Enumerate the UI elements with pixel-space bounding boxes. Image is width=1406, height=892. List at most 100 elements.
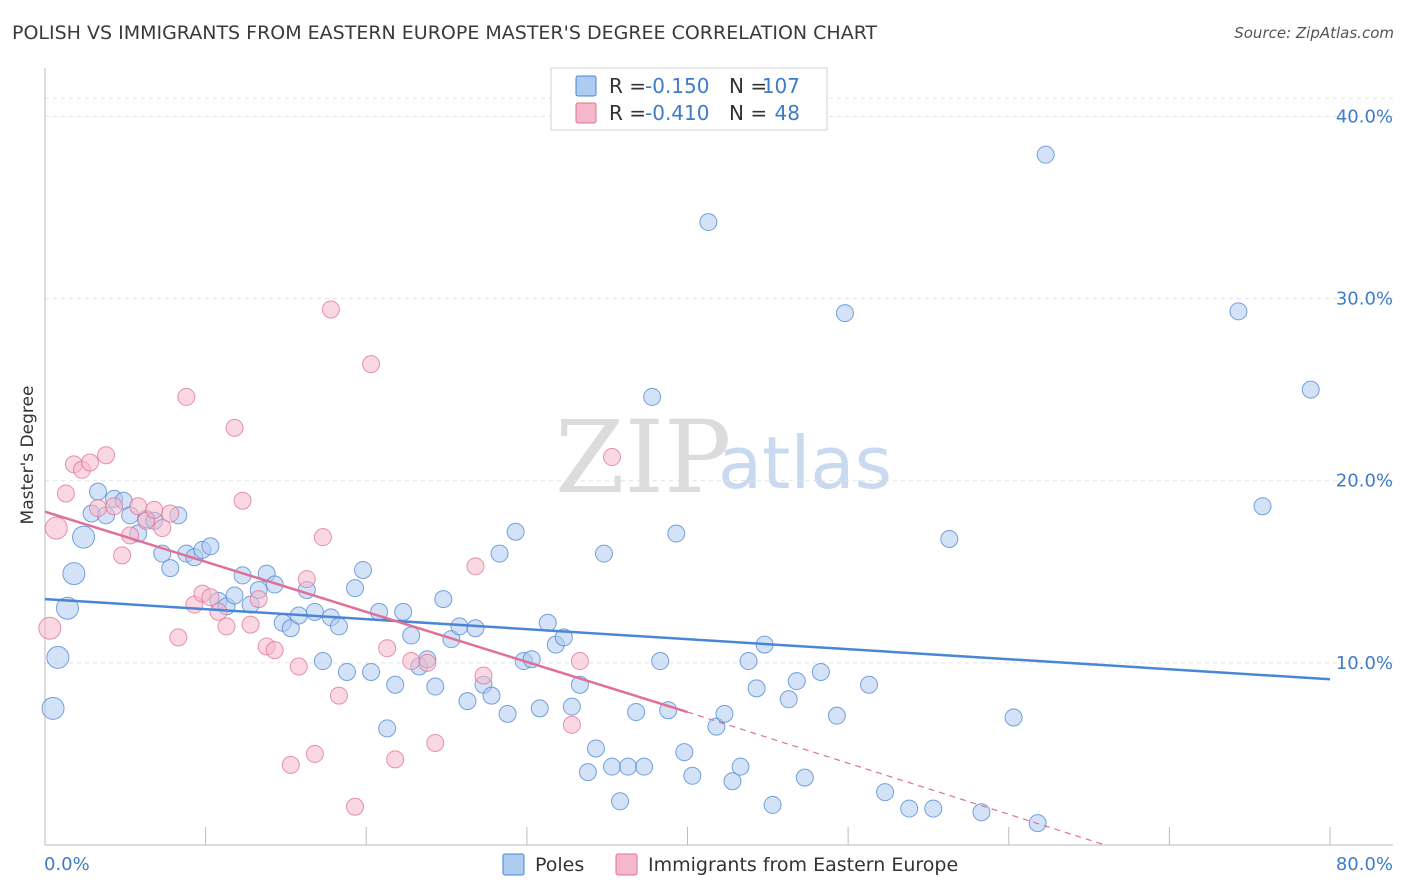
point-poles [378, 719, 397, 738]
point-poles [667, 524, 686, 543]
point-immigrants [297, 570, 316, 589]
y-axis-title: Master's Degree [18, 386, 38, 525]
point-poles [434, 590, 453, 609]
point-poles [337, 662, 356, 681]
point-poles [795, 768, 814, 787]
point-poles [281, 619, 300, 638]
point-poles [386, 675, 405, 694]
point-poles [201, 537, 220, 556]
point-immigrants [402, 652, 421, 671]
point-poles [161, 559, 180, 578]
point-immigrants [321, 300, 340, 319]
point-poles [522, 650, 541, 669]
point-poles [41, 696, 65, 720]
point-poles [876, 783, 895, 802]
point-immigrants [44, 516, 68, 540]
legend-swatch-immigrants [575, 102, 597, 124]
y-tick-label: 40.0% [1336, 106, 1393, 127]
point-poles [1229, 302, 1248, 321]
point-immigrants [209, 602, 228, 621]
point-poles [89, 482, 108, 501]
point-poles [835, 304, 854, 323]
point-poles [458, 692, 477, 711]
point-poles [482, 686, 501, 705]
point-poles [1301, 380, 1320, 399]
point-poles [619, 757, 638, 776]
point-poles [578, 763, 597, 782]
bottom-legend: Poles Immigrants from Eastern Europe [502, 853, 958, 876]
point-poles [643, 387, 662, 406]
point-poles [490, 544, 509, 563]
point-poles [611, 792, 630, 811]
legend: R = -0.150 N = 107 R = -0.410 N = 48 [550, 67, 828, 131]
point-poles [675, 743, 694, 762]
point-immigrants [603, 448, 622, 467]
point-immigrants [362, 355, 381, 374]
point-immigrants [217, 617, 236, 636]
point-immigrants [570, 652, 589, 671]
point-immigrants [305, 744, 324, 763]
legend-n-value-1: 107 [762, 74, 800, 98]
point-poles [354, 560, 373, 579]
point-poles [554, 628, 573, 647]
point-immigrants [474, 666, 493, 685]
point-poles [346, 579, 365, 598]
legend-n-label-1: N = [729, 74, 767, 98]
point-poles [305, 602, 324, 621]
point-poles [827, 706, 846, 725]
point-poles [46, 645, 70, 669]
y-tick-label: 10.0% [1336, 653, 1393, 674]
point-immigrants [281, 755, 300, 774]
point-poles [1004, 708, 1023, 727]
point-poles [426, 677, 445, 696]
point-immigrants [201, 588, 220, 607]
point-immigrants [386, 750, 405, 769]
point-poles [538, 613, 557, 632]
point-immigrants [562, 715, 581, 734]
x-tick-label-max: 80.0% [1336, 854, 1393, 875]
point-poles [627, 703, 646, 722]
point-poles [940, 530, 959, 548]
point-poles [466, 619, 485, 638]
chart-title: POLISH VS IMMIGRANTS FROM EASTERN EUROPE… [12, 22, 878, 44]
point-poles [715, 704, 734, 723]
point-immigrants [249, 590, 268, 609]
point-poles [562, 697, 581, 716]
point-poles [62, 562, 86, 586]
point-poles [225, 586, 244, 605]
legend-r-label-2: R = [609, 101, 646, 125]
bottom-legend-swatch-immigrants [615, 853, 638, 876]
point-poles [747, 679, 766, 698]
watermark-zip: ZIP [555, 399, 731, 516]
point-immigrants [89, 499, 108, 518]
x-tick-label-min: 0.0% [44, 854, 90, 875]
point-poles [394, 602, 413, 621]
point-poles [498, 704, 517, 723]
point-poles [723, 772, 742, 791]
point-immigrants [329, 686, 348, 705]
point-poles [55, 596, 79, 620]
legend-r-label-1: R = [609, 74, 646, 98]
point-immigrants [378, 639, 397, 658]
legend-r-value-2: -0.410 [645, 101, 709, 125]
scatter-points [38, 145, 1320, 833]
bottom-legend-label-poles: Poles [535, 854, 584, 876]
point-immigrants [145, 500, 164, 519]
point-immigrants [233, 491, 252, 510]
point-poles [603, 757, 622, 776]
point-immigrants [418, 653, 437, 672]
point-poles [530, 699, 549, 718]
y-tick-label: 20.0% [1336, 471, 1393, 492]
legend-r-value-1: -0.150 [645, 74, 709, 98]
point-immigrants [313, 528, 332, 547]
trend-line-immigrants-extension [687, 711, 1106, 846]
point-immigrants [38, 616, 62, 640]
trend-line-immigrants [44, 510, 688, 714]
point-immigrants [466, 557, 485, 576]
point-immigrants [177, 387, 196, 406]
point-immigrants [346, 797, 365, 816]
source-label: Source: ZipAtlas.com [1234, 24, 1394, 42]
trend-lines [44, 510, 1331, 846]
point-immigrants [289, 657, 308, 676]
